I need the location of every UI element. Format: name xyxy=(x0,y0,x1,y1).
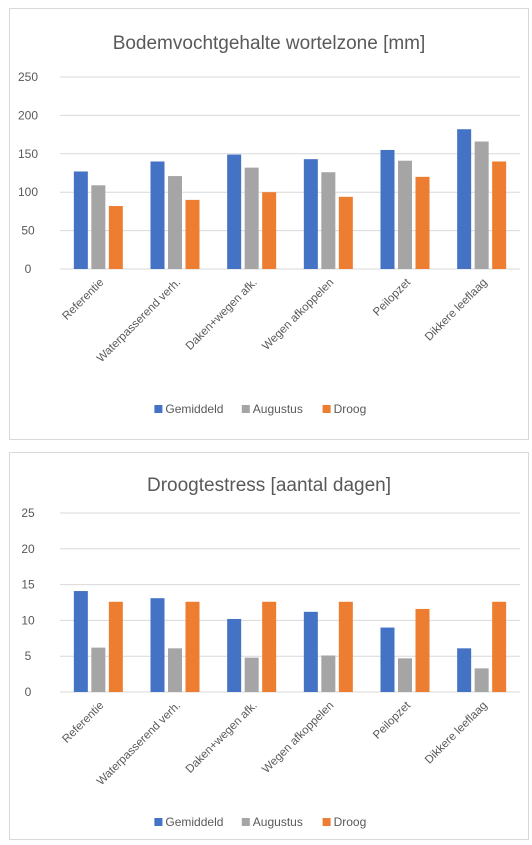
y-tick-label: 20 xyxy=(21,542,35,556)
legend-label-gemiddeld: Gemiddeld xyxy=(165,815,223,829)
drought-stress-chart: Droogtestress [aantal dagen] 0 5 10 15 20 25 Re… xyxy=(21,475,520,829)
legend-swatch-augustus xyxy=(241,405,250,413)
bar-droog xyxy=(108,206,123,269)
bar-droog xyxy=(185,601,200,692)
legend-label-augustus: Augustus xyxy=(253,402,303,416)
bar-droog xyxy=(492,601,507,692)
y-tick-label: 10 xyxy=(21,613,35,627)
x-category-label: Daken+wegen afk. xyxy=(184,277,260,353)
bar-augustus xyxy=(398,658,412,692)
bar-gemiddeld xyxy=(73,171,88,269)
bar-droog xyxy=(108,601,123,692)
bar-augustus xyxy=(244,657,259,692)
x-category-label: Referentie xyxy=(60,277,106,323)
bar-droog xyxy=(415,608,430,692)
chart-panel-soil-moisture: Bodemvochtgehalte wortelzone [mm] 0 50 100 1… xyxy=(9,8,529,440)
legend-swatch-gemiddeld xyxy=(154,405,163,413)
bar-augustus xyxy=(91,185,106,269)
y-tick-label: 150 xyxy=(18,147,38,161)
x-category-label: Peilopzet xyxy=(371,699,414,742)
legend-label-augustus: Augustus xyxy=(253,815,303,829)
bar-gemiddeld xyxy=(73,591,88,692)
legend-label-gemiddeld: Gemiddeld xyxy=(165,402,223,416)
bar-droog xyxy=(338,601,353,692)
y-tick-label: 25 xyxy=(21,506,35,520)
bar-gemiddeld xyxy=(380,627,395,692)
bar-augustus xyxy=(321,172,336,269)
bar-droog xyxy=(262,601,277,692)
legend-swatch-augustus xyxy=(241,818,250,826)
chart-title: Droogtestress [aantal dagen] xyxy=(147,475,391,496)
bar-gemiddeld xyxy=(150,161,165,269)
legend-swatch-gemiddeld xyxy=(154,818,163,826)
bar-augustus xyxy=(168,176,182,269)
x-category-label: Waterpasserend verh. xyxy=(95,700,183,788)
bar-augustus xyxy=(474,668,489,692)
bar-droog xyxy=(185,199,200,269)
x-category-label: Wegen afkoppelen xyxy=(260,277,336,353)
x-category-label: Waterpasserend verh. xyxy=(95,277,183,365)
bar-gemiddeld xyxy=(457,648,472,692)
y-tick-label: 5 xyxy=(25,649,32,663)
x-category-label: Dikkere leeflaag xyxy=(423,277,490,344)
bar-gemiddeld xyxy=(227,154,242,269)
x-category-label: Referentie xyxy=(60,700,106,746)
y-tick-label: 0 xyxy=(25,262,32,276)
y-tick-label: 15 xyxy=(21,578,35,592)
bar-augustus xyxy=(91,647,106,692)
chart-panel-drought-stress: Droogtestress [aantal dagen] 0 5 10 15 20 25 Re… xyxy=(9,452,529,840)
bar-gemiddeld xyxy=(227,618,242,692)
bar-augustus xyxy=(168,648,182,692)
legend-label-droog: Droog xyxy=(334,402,367,416)
bar-droog xyxy=(492,161,507,269)
x-category-label: Wegen afkoppelen xyxy=(260,700,336,776)
legend-label-droog: Droog xyxy=(334,815,367,829)
chart-title: Bodemvochtgehalte wortelzone [mm] xyxy=(113,33,426,54)
bar-droog xyxy=(262,192,277,269)
legend-swatch-droog xyxy=(322,818,331,826)
x-category-label: Peilopzet xyxy=(371,276,414,319)
bar-droog xyxy=(338,196,353,269)
y-tick-label: 0 xyxy=(25,685,32,699)
y-tick-label: 100 xyxy=(18,185,38,199)
bar-augustus xyxy=(474,141,489,269)
x-category-label: Daken+wegen afk. xyxy=(184,700,260,776)
legend-swatch-droog xyxy=(322,405,331,413)
bar-augustus xyxy=(321,655,336,692)
y-tick-label: 250 xyxy=(18,70,38,84)
bar-gemiddeld xyxy=(150,598,165,692)
x-category-label: Dikkere leeflaag xyxy=(423,700,490,767)
bar-augustus xyxy=(244,167,259,269)
soil-moisture-chart: Bodemvochtgehalte wortelzone [mm] 0 50 100 1… xyxy=(18,33,520,416)
bar-droog xyxy=(415,176,430,269)
bar-gemiddeld xyxy=(457,129,472,269)
bar-augustus xyxy=(398,160,412,269)
y-tick-label: 200 xyxy=(18,108,38,122)
bar-gemiddeld xyxy=(303,611,318,692)
bar-gemiddeld xyxy=(303,159,318,269)
bar-gemiddeld xyxy=(380,149,395,269)
y-tick-label: 50 xyxy=(21,224,35,238)
